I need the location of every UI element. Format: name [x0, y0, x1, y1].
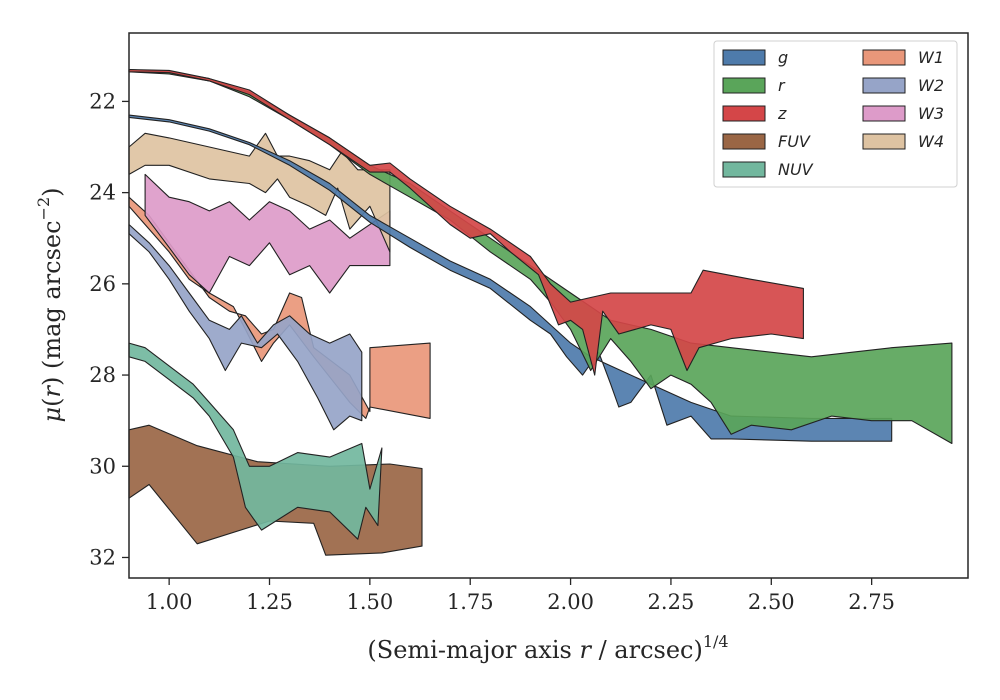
x-tick-label: 1.25	[246, 590, 293, 614]
legend-label: g	[778, 48, 788, 67]
legend-item-w1: W1	[862, 48, 944, 67]
legend-swatch	[862, 105, 906, 122]
legend-label: W1	[918, 48, 944, 67]
legend-item-w3: W3	[862, 104, 944, 123]
band-w2	[128, 223, 363, 431]
legend-swatch	[722, 77, 766, 94]
x-tick-label: 1.00	[146, 590, 193, 614]
legend-item-r: r	[722, 76, 786, 95]
legend-item-fuv: FUV	[722, 132, 811, 151]
y-tick-label: 24	[89, 181, 116, 205]
y-tick-label: 32	[89, 545, 116, 569]
legend-label: W2	[918, 76, 944, 95]
legend: grz FUV NUV W1 W2 W3 W4	[713, 40, 958, 188]
legend-swatch	[862, 133, 906, 150]
x-tick-label: 1.50	[346, 590, 393, 614]
y-axis-ticks: 22 24 26 28 30 32	[89, 89, 129, 569]
legend-swatch	[862, 49, 906, 66]
band-nuv	[128, 342, 383, 540]
legend-label: W3	[918, 104, 944, 123]
y-axis-label: μ(r) (mag arcsec−2)	[34, 187, 66, 422]
x-axis-ticks: 1.00 1.25 1.50 1.75 2.00 2.25 2.50 2.75	[146, 578, 895, 614]
band-z	[128, 68, 804, 376]
x-tick-label: 2.00	[547, 590, 594, 614]
legend-swatch	[722, 49, 766, 66]
x-tick-label: 2.50	[748, 590, 795, 614]
legend-swatch	[722, 133, 766, 150]
y-tick-label: 28	[89, 363, 116, 387]
legend-label: FUV	[778, 132, 811, 151]
y-tick-label: 30	[89, 454, 116, 478]
legend-swatch	[722, 105, 766, 122]
y-tick-label: 26	[89, 272, 116, 296]
legend-item-nuv: NUV	[722, 160, 814, 179]
legend-item-z: z	[722, 104, 787, 123]
legend-label: W4	[918, 132, 944, 151]
legend-swatch	[722, 161, 766, 178]
plot-frame	[128, 32, 969, 579]
legend-label: z	[777, 104, 787, 123]
band-g	[128, 114, 893, 442]
band-w1	[128, 196, 431, 419]
x-axis-label: (Semi-major axis r / arcsec)1/4	[367, 632, 728, 664]
band-w3	[144, 173, 391, 294]
x-tick-label: 2.75	[848, 590, 895, 614]
legend-label: NUV	[778, 160, 814, 179]
legend-item-g: g	[722, 48, 788, 67]
legend-swatch	[862, 77, 906, 94]
legend-item-w4: W4	[862, 132, 944, 151]
band-profiles	[128, 68, 953, 556]
x-tick-label: 2.25	[648, 590, 695, 614]
legend-item-w2: W2	[862, 76, 944, 95]
x-tick-label: 1.75	[447, 590, 494, 614]
legend-label: r	[778, 76, 786, 95]
y-tick-label: 22	[89, 89, 116, 113]
